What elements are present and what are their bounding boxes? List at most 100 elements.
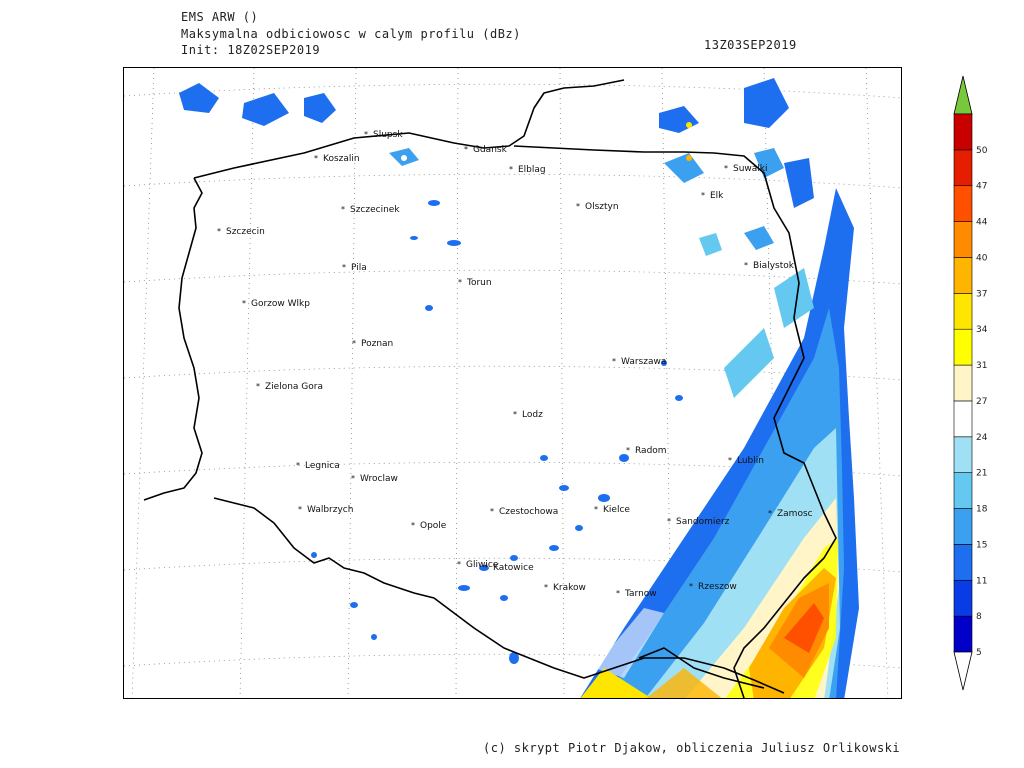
colorbar-tick-label: 44 (976, 218, 988, 228)
colorbar-bin (953, 472, 973, 509)
city-marker: * (513, 410, 517, 419)
colorbar-tick-label: 40 (976, 253, 988, 263)
map-canvas: * Slupsk * Koszalin * Gdansk * Elblag * Suwalki * E… (124, 68, 901, 698)
credits-footer: (c) skrypt Piotr Djakow, obliczenia Juli… (483, 741, 901, 755)
city-marker: * (298, 505, 302, 514)
city-marker: * (457, 560, 461, 569)
country-borders (143, 79, 837, 698)
colorbar-tick-label: 11 (976, 576, 987, 586)
city-marker: * (744, 261, 748, 270)
city-label: Lublin (737, 456, 764, 466)
colorbar-over-arrow (953, 75, 973, 115)
city-label: Poznan (361, 339, 393, 349)
colorbar-bin (953, 364, 973, 402)
precipitation-band-southeast (580, 188, 859, 698)
city-marker: * (689, 582, 693, 591)
city-label: Czestochowa (499, 507, 558, 517)
colorbar-tick-label: 31 (976, 361, 987, 371)
colorbar-tick-label: 27 (976, 397, 987, 407)
valid-time: 13Z03SEP2019 (704, 38, 797, 52)
city-marker: * (728, 456, 732, 465)
city-label: Walbrzych (307, 505, 353, 515)
city-marker: * (490, 507, 494, 516)
colorbar-bin (953, 400, 973, 438)
city-label: Katowice (493, 563, 534, 573)
precipitation-cells-north (179, 78, 814, 256)
city-label: Elk (710, 191, 724, 201)
field-title: Maksymalna odbiciowosc w calym profilu (… (181, 27, 521, 41)
precipitation-cells-scattered (311, 200, 683, 664)
city-label: Tarnow (624, 589, 657, 599)
city-marker: * (594, 505, 598, 514)
city-markers: * Slupsk * Koszalin * Gdansk * Elblag * Suwalki * E… (217, 130, 813, 599)
city-label: Szczecinek (350, 205, 400, 215)
city-marker: * (626, 446, 630, 455)
colorbar-tick-label: 37 (976, 289, 987, 299)
city-label: Gdansk (473, 145, 508, 155)
city-marker: * (364, 130, 368, 139)
city-marker: * (484, 563, 488, 572)
city-label: Slupsk (373, 130, 403, 140)
colorbar-bin (953, 293, 973, 330)
city-marker: * (411, 521, 415, 530)
city-label: Gorzow Wlkp (251, 299, 310, 309)
colorbar-bin (953, 185, 973, 222)
init-time: Init: 18Z02SEP2019 (181, 43, 321, 57)
colorbar-bin (953, 544, 973, 581)
city-marker: * (296, 461, 300, 470)
colorbar-bin (953, 579, 973, 617)
model-title: EMS ARW () (181, 10, 259, 24)
city-label: Torun (466, 278, 492, 288)
city-label: Suwalki (733, 164, 768, 174)
city-label: Olsztyn (585, 202, 619, 212)
city-label: Radom (635, 446, 667, 456)
city-marker: * (242, 299, 246, 308)
city-marker: * (342, 263, 346, 272)
city-marker: * (314, 154, 318, 163)
city-label: Zamosc (777, 509, 813, 519)
city-marker: * (217, 227, 221, 236)
city-marker: * (768, 509, 772, 518)
colorbar-bin (953, 436, 973, 473)
city-label: Gliwice (466, 560, 499, 570)
city-label: Elblag (518, 165, 546, 175)
city-marker: * (464, 145, 468, 154)
city-marker: * (352, 339, 356, 348)
colorbar-bin (953, 113, 973, 151)
city-marker: * (576, 202, 580, 211)
city-label: Pila (351, 263, 367, 273)
city-marker: * (667, 517, 671, 526)
city-marker: * (612, 357, 616, 366)
colorbar-tick-label: 47 (976, 182, 987, 192)
reflectivity-map: * Slupsk * Koszalin * Gdansk * Elblag * Suwalki * E… (123, 67, 902, 699)
city-label: Wroclaw (360, 474, 398, 484)
city-marker: * (616, 589, 620, 598)
city-label: Legnica (305, 461, 340, 471)
colorbar-bin (953, 508, 973, 545)
city-marker: * (458, 278, 462, 287)
colorbar-tick-label: 15 (976, 540, 987, 550)
colorbar-tick-label: 5 (976, 648, 982, 658)
colorbar-tick-label: 24 (976, 433, 988, 443)
colorbar-legend: 5 8 11 15 18 21 24 27 31 34 37 40 44 47 50 (944, 70, 988, 700)
city-marker: * (341, 205, 345, 214)
city-label: Zielona Gora (265, 382, 323, 392)
colorbar-tick-label: 34 (976, 325, 988, 335)
colorbar-bin (953, 221, 973, 258)
city-label: Szczecin (226, 227, 265, 237)
colorbar-bin (953, 257, 973, 294)
colorbar-tick-label: 8 (976, 612, 982, 622)
city-marker: * (544, 583, 548, 592)
city-label: Warszawa (621, 357, 666, 367)
city-label: Bialystok (753, 261, 795, 271)
city-label: Opole (420, 521, 447, 531)
colorbar-tick-label: 50 (976, 146, 988, 156)
city-label: Rzeszow (698, 582, 737, 592)
city-label: Krakow (553, 583, 586, 593)
city-label: Kielce (603, 505, 630, 515)
colorbar-under-arrow (953, 651, 973, 691)
city-marker: * (351, 474, 355, 483)
city-marker: * (724, 164, 728, 173)
colorbar-svg: 5 8 11 15 18 21 24 27 31 34 37 40 44 47 50 (953, 75, 988, 691)
city-marker: * (509, 165, 513, 174)
